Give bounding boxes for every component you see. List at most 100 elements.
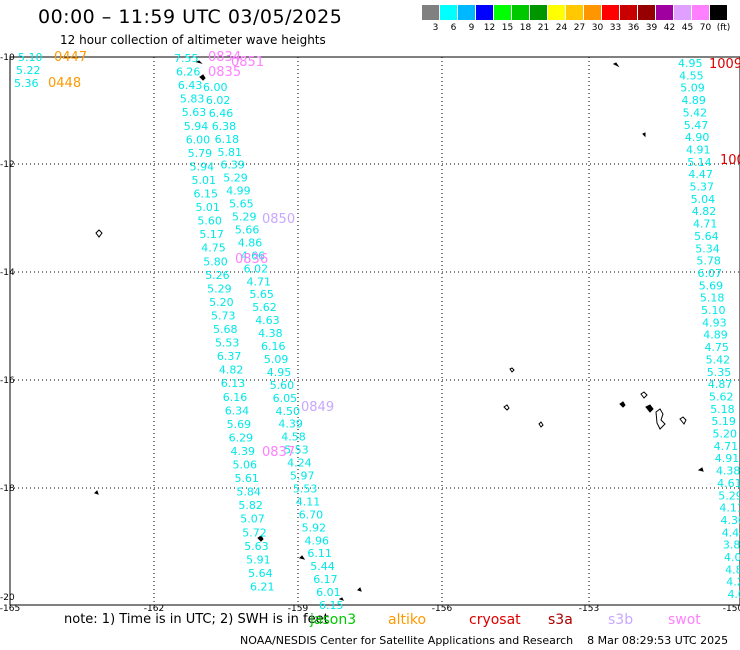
wave-height-label: 5.66 — [235, 223, 260, 236]
scale-label: 27 — [573, 23, 586, 33]
wave-height-label: 6.34 — [225, 404, 250, 417]
pass-time-label: 0837 — [262, 445, 295, 460]
wave-height-label: 6.17 — [313, 573, 338, 586]
wave-height-label: 5.92 — [302, 521, 327, 534]
wave-height-label: 5.47 — [684, 119, 709, 132]
wave-height-label: 4.93 — [702, 316, 727, 329]
wave-height-label: 6.37 — [217, 350, 242, 363]
wave-height-label: 6.00 — [203, 81, 228, 94]
scale-label: 24 — [555, 23, 568, 33]
wave-height-label: 6.13 — [221, 377, 246, 390]
island-outline — [619, 401, 626, 408]
wave-height-label: 4.95 — [267, 366, 292, 379]
wave-height-label: 6.39 — [220, 159, 245, 172]
wave-height-label: 4.8 — [725, 563, 740, 576]
scale-swatch — [674, 5, 691, 20]
wave-height-label: 4.39 — [231, 445, 256, 458]
pass-time-label: 0836 — [235, 252, 268, 267]
wave-height-label: 4.66 — [241, 249, 266, 262]
wave-height-label: 5.62 — [709, 390, 734, 403]
wave-height-label: 6.26 — [176, 66, 201, 79]
y-tick-label: -16 — [0, 376, 15, 386]
scale-label: 3 — [432, 23, 439, 33]
wave-height-label: 6.11 — [307, 547, 332, 560]
wave-height-label: 5.10 — [701, 304, 726, 317]
scale-label: 9 — [468, 23, 475, 33]
scale-swatch — [530, 5, 547, 20]
island-outline — [199, 74, 206, 81]
wave-height-label: 5.64 — [694, 230, 719, 243]
wave-height-label: 5.82 — [238, 499, 263, 512]
pass-time-label: 100 — [720, 153, 740, 168]
wave-height-label: 4.91 — [715, 452, 740, 465]
wave-height-label: 4.61 — [717, 477, 740, 490]
x-tick-label: -165 — [0, 604, 20, 614]
wave-height-label: 4.75 — [201, 242, 226, 255]
island-outline — [612, 62, 620, 68]
wave-height-label: 4.86 — [238, 236, 262, 249]
scale-swatch — [440, 5, 457, 20]
wave-height-label: 5.73 — [211, 309, 236, 322]
wave-height-label: 5.69 — [227, 418, 252, 431]
wave-height-label: 4.90 — [685, 131, 710, 144]
island-outline — [642, 132, 646, 138]
wave-height-label: 4.71 — [693, 218, 718, 231]
scale-swatch — [458, 5, 475, 20]
island-outline — [357, 587, 362, 592]
wave-height-label: 4.30 — [721, 514, 740, 527]
wave-height-label: 6.70 — [299, 508, 324, 521]
scale-label: 6 — [450, 23, 457, 33]
wave-height-label: 5.65 — [229, 198, 254, 211]
wave-height-label: 5.42 — [706, 353, 731, 366]
x-tick-label: -162 — [144, 604, 164, 614]
wave-height-label: 4.89 — [681, 94, 706, 107]
wave-height-label: 5.44 — [310, 560, 335, 573]
wave-height-label: 4.63 — [255, 314, 280, 327]
wave-height-label: 5.01 — [192, 174, 217, 187]
wave-height-label: 5.80 — [203, 255, 228, 268]
x-tick-label: -159 — [288, 604, 309, 614]
wave-height-label: 5.06 — [233, 459, 258, 472]
wave-height-label: 5.18 — [710, 403, 735, 416]
legend-item-altiko: altiko — [388, 612, 427, 628]
legend-item-cryosat: cryosat — [469, 612, 521, 628]
scale-label: 42 — [663, 23, 676, 33]
scale-swatch — [548, 5, 565, 20]
wave-height-label: 5.69 — [699, 279, 724, 292]
pass-time-label: 0850 — [262, 212, 295, 227]
wave-height-label: 4.75 — [704, 341, 729, 354]
wave-height-label: 5.53 — [293, 482, 318, 495]
wave-height-label: 6.05 — [273, 392, 298, 405]
wave-height-label: 4.38 — [716, 465, 740, 478]
scale-swatch — [422, 5, 439, 20]
wave-height-label: 6.01 — [316, 586, 341, 599]
wave-height-label: 4.96 — [305, 534, 330, 547]
scale-swatch — [710, 5, 727, 20]
wave-height-label: 6.46 — [209, 107, 234, 120]
island-outline — [257, 535, 264, 542]
wave-height-label: 4.91 — [686, 143, 711, 156]
page-title: 00:00 – 11:59 UTC 03/05/2025 — [38, 6, 343, 28]
scale-swatch — [638, 5, 655, 20]
wave-height-label: 6.29 — [229, 431, 254, 444]
wave-height-label: 5.53 — [215, 337, 240, 350]
wave-height-label: 5.17 — [199, 228, 224, 241]
wave-height-label: 6.16 — [261, 340, 286, 353]
y-tick-label: -18 — [0, 484, 15, 494]
wave-height-label: 6.21 — [250, 580, 274, 593]
scale-swatch — [692, 5, 709, 20]
legend-item-jason3: jason3 — [310, 612, 357, 628]
wave-height-label: 4.47 — [688, 168, 713, 181]
wave-height-label: 4.89 — [703, 329, 728, 342]
pass-time-label: 0448 — [48, 76, 81, 91]
wave-height-label: 5.04 — [691, 193, 716, 206]
wave-height-label: 5.42 — [683, 106, 708, 119]
wave-height-label: 5.20 — [209, 296, 234, 309]
pass-time-label: 0447 — [54, 50, 87, 65]
wave-height-label: 5.29 — [223, 172, 248, 185]
wave-height-label: 5.26 — [205, 269, 230, 282]
wave-height-label: 4.50 — [276, 405, 301, 418]
island-outline — [509, 367, 515, 373]
island-outline — [299, 555, 306, 560]
